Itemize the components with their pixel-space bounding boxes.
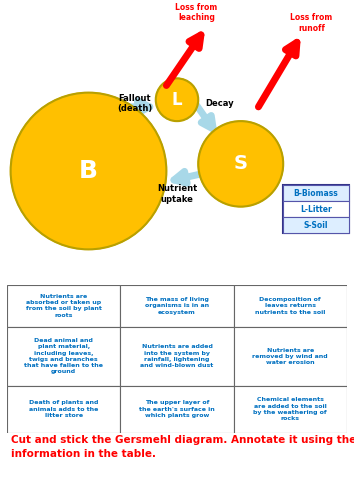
Text: S-Soil: S-Soil [304, 221, 328, 230]
Text: Nutrients are
removed by wind and
water erosion: Nutrients are removed by wind and water … [252, 348, 328, 365]
Text: Decomposition of
leaves returns
nutrients to the soil: Decomposition of leaves returns nutrient… [255, 297, 325, 314]
Text: Fallout
(death): Fallout (death) [117, 94, 152, 113]
Text: The mass of living
organisms is in an
ecosystem: The mass of living organisms is in an ec… [145, 297, 209, 314]
FancyBboxPatch shape [283, 185, 349, 234]
Text: Nutrients are added
into the system by
rainfall, lightening
and wind-blown dust: Nutrients are added into the system by r… [141, 344, 213, 368]
Text: L-Litter: L-Litter [300, 205, 332, 214]
Text: Loss from
runoff: Loss from runoff [290, 14, 333, 33]
Text: S: S [234, 154, 248, 174]
FancyBboxPatch shape [120, 386, 234, 432]
FancyBboxPatch shape [7, 386, 120, 432]
Text: L: L [172, 91, 182, 109]
Ellipse shape [198, 121, 283, 206]
Text: Decay: Decay [205, 99, 234, 108]
Text: Nutrient
uptake: Nutrient uptake [157, 184, 197, 204]
Text: The upper layer of
the earth's surface in
which plants grow: The upper layer of the earth's surface i… [139, 400, 215, 418]
Text: Chemical elements
are added to the soil
by the weathering of
rocks: Chemical elements are added to the soil … [253, 398, 327, 421]
Text: B: B [79, 159, 98, 183]
FancyBboxPatch shape [7, 327, 120, 386]
FancyBboxPatch shape [234, 386, 347, 432]
Text: Loss from
leaching: Loss from leaching [175, 3, 218, 22]
Ellipse shape [156, 78, 198, 121]
FancyBboxPatch shape [120, 327, 234, 386]
FancyBboxPatch shape [234, 285, 347, 327]
FancyBboxPatch shape [234, 327, 347, 386]
Text: Nutrients are
absorbed or taken up
from the soil by plant
roots: Nutrients are absorbed or taken up from … [26, 294, 102, 318]
Text: Dead animal and
plant material,
including leaves,
twigs and branches
that have f: Dead animal and plant material, includin… [24, 338, 103, 374]
FancyBboxPatch shape [283, 202, 349, 218]
Ellipse shape [11, 92, 166, 250]
FancyBboxPatch shape [7, 285, 120, 327]
FancyBboxPatch shape [120, 285, 234, 327]
FancyBboxPatch shape [283, 218, 349, 234]
Text: B-Biomass: B-Biomass [293, 189, 338, 198]
Text: Cut and stick the Gersmehl diagram. Annotate it using the
information in the tab: Cut and stick the Gersmehl diagram. Anno… [11, 435, 354, 459]
FancyBboxPatch shape [283, 185, 349, 202]
Text: Death of plants and
animals adds to the
litter store: Death of plants and animals adds to the … [29, 400, 98, 418]
